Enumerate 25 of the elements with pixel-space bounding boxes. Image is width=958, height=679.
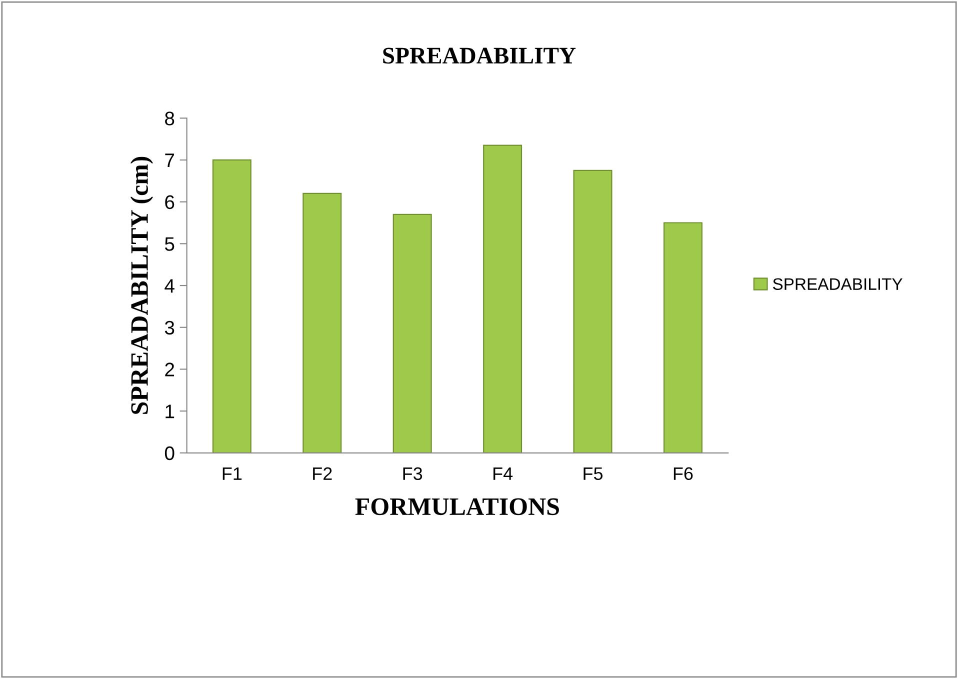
x-tick-label: F3 bbox=[403, 467, 422, 480]
bar bbox=[573, 170, 612, 453]
x-tick-label: F6 bbox=[674, 467, 693, 480]
x-tick-label: F5 bbox=[584, 467, 603, 480]
bar bbox=[663, 222, 702, 453]
y-tick-label: 7 bbox=[165, 154, 174, 168]
x-axis-title: FORMULATIONS bbox=[355, 498, 559, 516]
y-tick-label: 8 bbox=[165, 112, 174, 126]
y-tick-label: 6 bbox=[165, 195, 174, 210]
bar bbox=[483, 144, 522, 453]
y-tick-label: 3 bbox=[164, 320, 174, 335]
y-tick-label: 2 bbox=[165, 362, 174, 376]
bar bbox=[212, 159, 252, 453]
y-tick-label: 0 bbox=[164, 446, 174, 460]
legend-label: SPREADABILITY bbox=[772, 278, 902, 290]
x-tick-label: F1 bbox=[222, 467, 242, 480]
y-tick-label: 1 bbox=[166, 404, 174, 418]
bar bbox=[392, 214, 432, 453]
y-tick-label: 5 bbox=[164, 237, 174, 251]
bar bbox=[302, 192, 342, 453]
x-tick-label: F4 bbox=[494, 467, 513, 480]
chart-title: SPREADABILITY bbox=[383, 48, 576, 64]
y-tick-label: 4 bbox=[164, 279, 174, 293]
x-tick-label: F2 bbox=[313, 467, 332, 480]
y-axis-title: SPREADABILITY (cm) bbox=[130, 156, 154, 414]
